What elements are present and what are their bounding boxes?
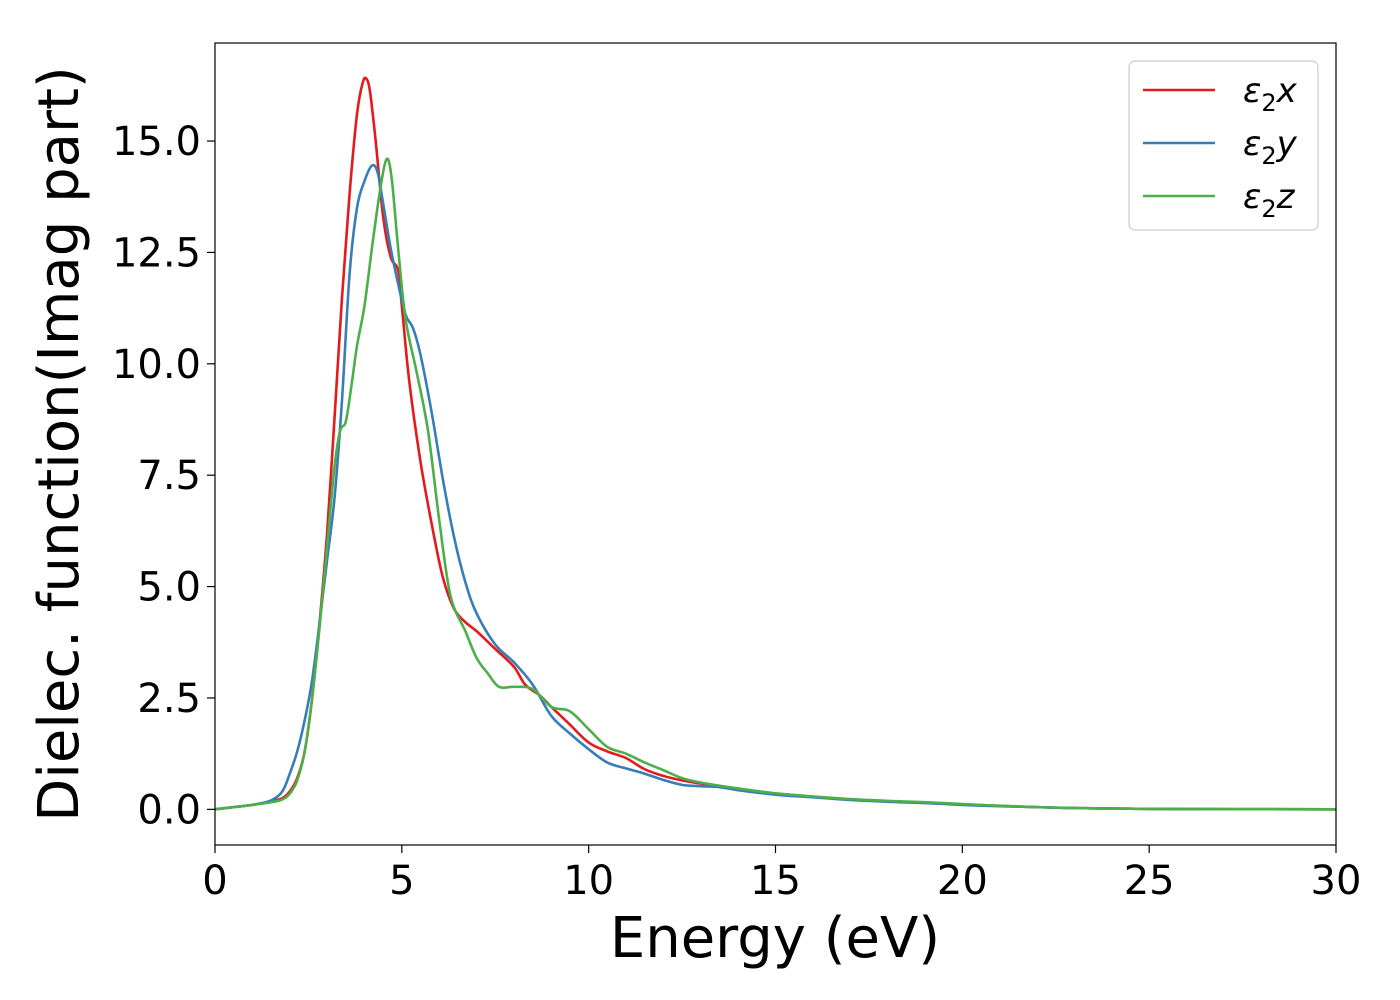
y-tick-label: 2.5 <box>137 676 201 722</box>
y-axis-label: Dielec. function(Imag part) <box>27 66 92 822</box>
x-tick-label: 15 <box>750 858 801 904</box>
y-axis: 0.0 2.5 5.0 7.5 10.0 12.5 15.0 <box>112 119 215 833</box>
y-tick-label: 15.0 <box>112 119 201 165</box>
x-tick-label: 0 <box>202 858 227 904</box>
legend: ε2x ε2y ε2z <box>1128 60 1319 231</box>
legend-label-x: ε2x <box>1243 71 1298 117</box>
x-tick-label: 5 <box>389 858 414 904</box>
y-tick-label: 0.0 <box>137 787 201 833</box>
y-tick-label: 10.0 <box>112 342 201 388</box>
x-axis: 0 5 10 15 20 25 30 <box>202 845 1361 904</box>
x-tick-label: 10 <box>563 858 614 904</box>
y-tick-label: 12.5 <box>112 230 201 276</box>
x-tick-label: 25 <box>1124 858 1175 904</box>
y-tick-label: 7.5 <box>137 453 201 499</box>
legend-label-y: ε2y <box>1243 124 1298 170</box>
legend-box <box>1128 60 1319 231</box>
y-tick-label: 5.0 <box>137 565 201 611</box>
series-line-z <box>215 157 1336 811</box>
legend-entries: ε2x ε2y ε2z <box>1143 71 1298 223</box>
legend-label-z: ε2z <box>1243 177 1296 223</box>
series-layer <box>215 76 1336 811</box>
x-tick-label: 20 <box>937 858 988 904</box>
x-axis-label: Energy (eV) <box>610 906 940 971</box>
x-tick-label: 30 <box>1311 858 1362 904</box>
